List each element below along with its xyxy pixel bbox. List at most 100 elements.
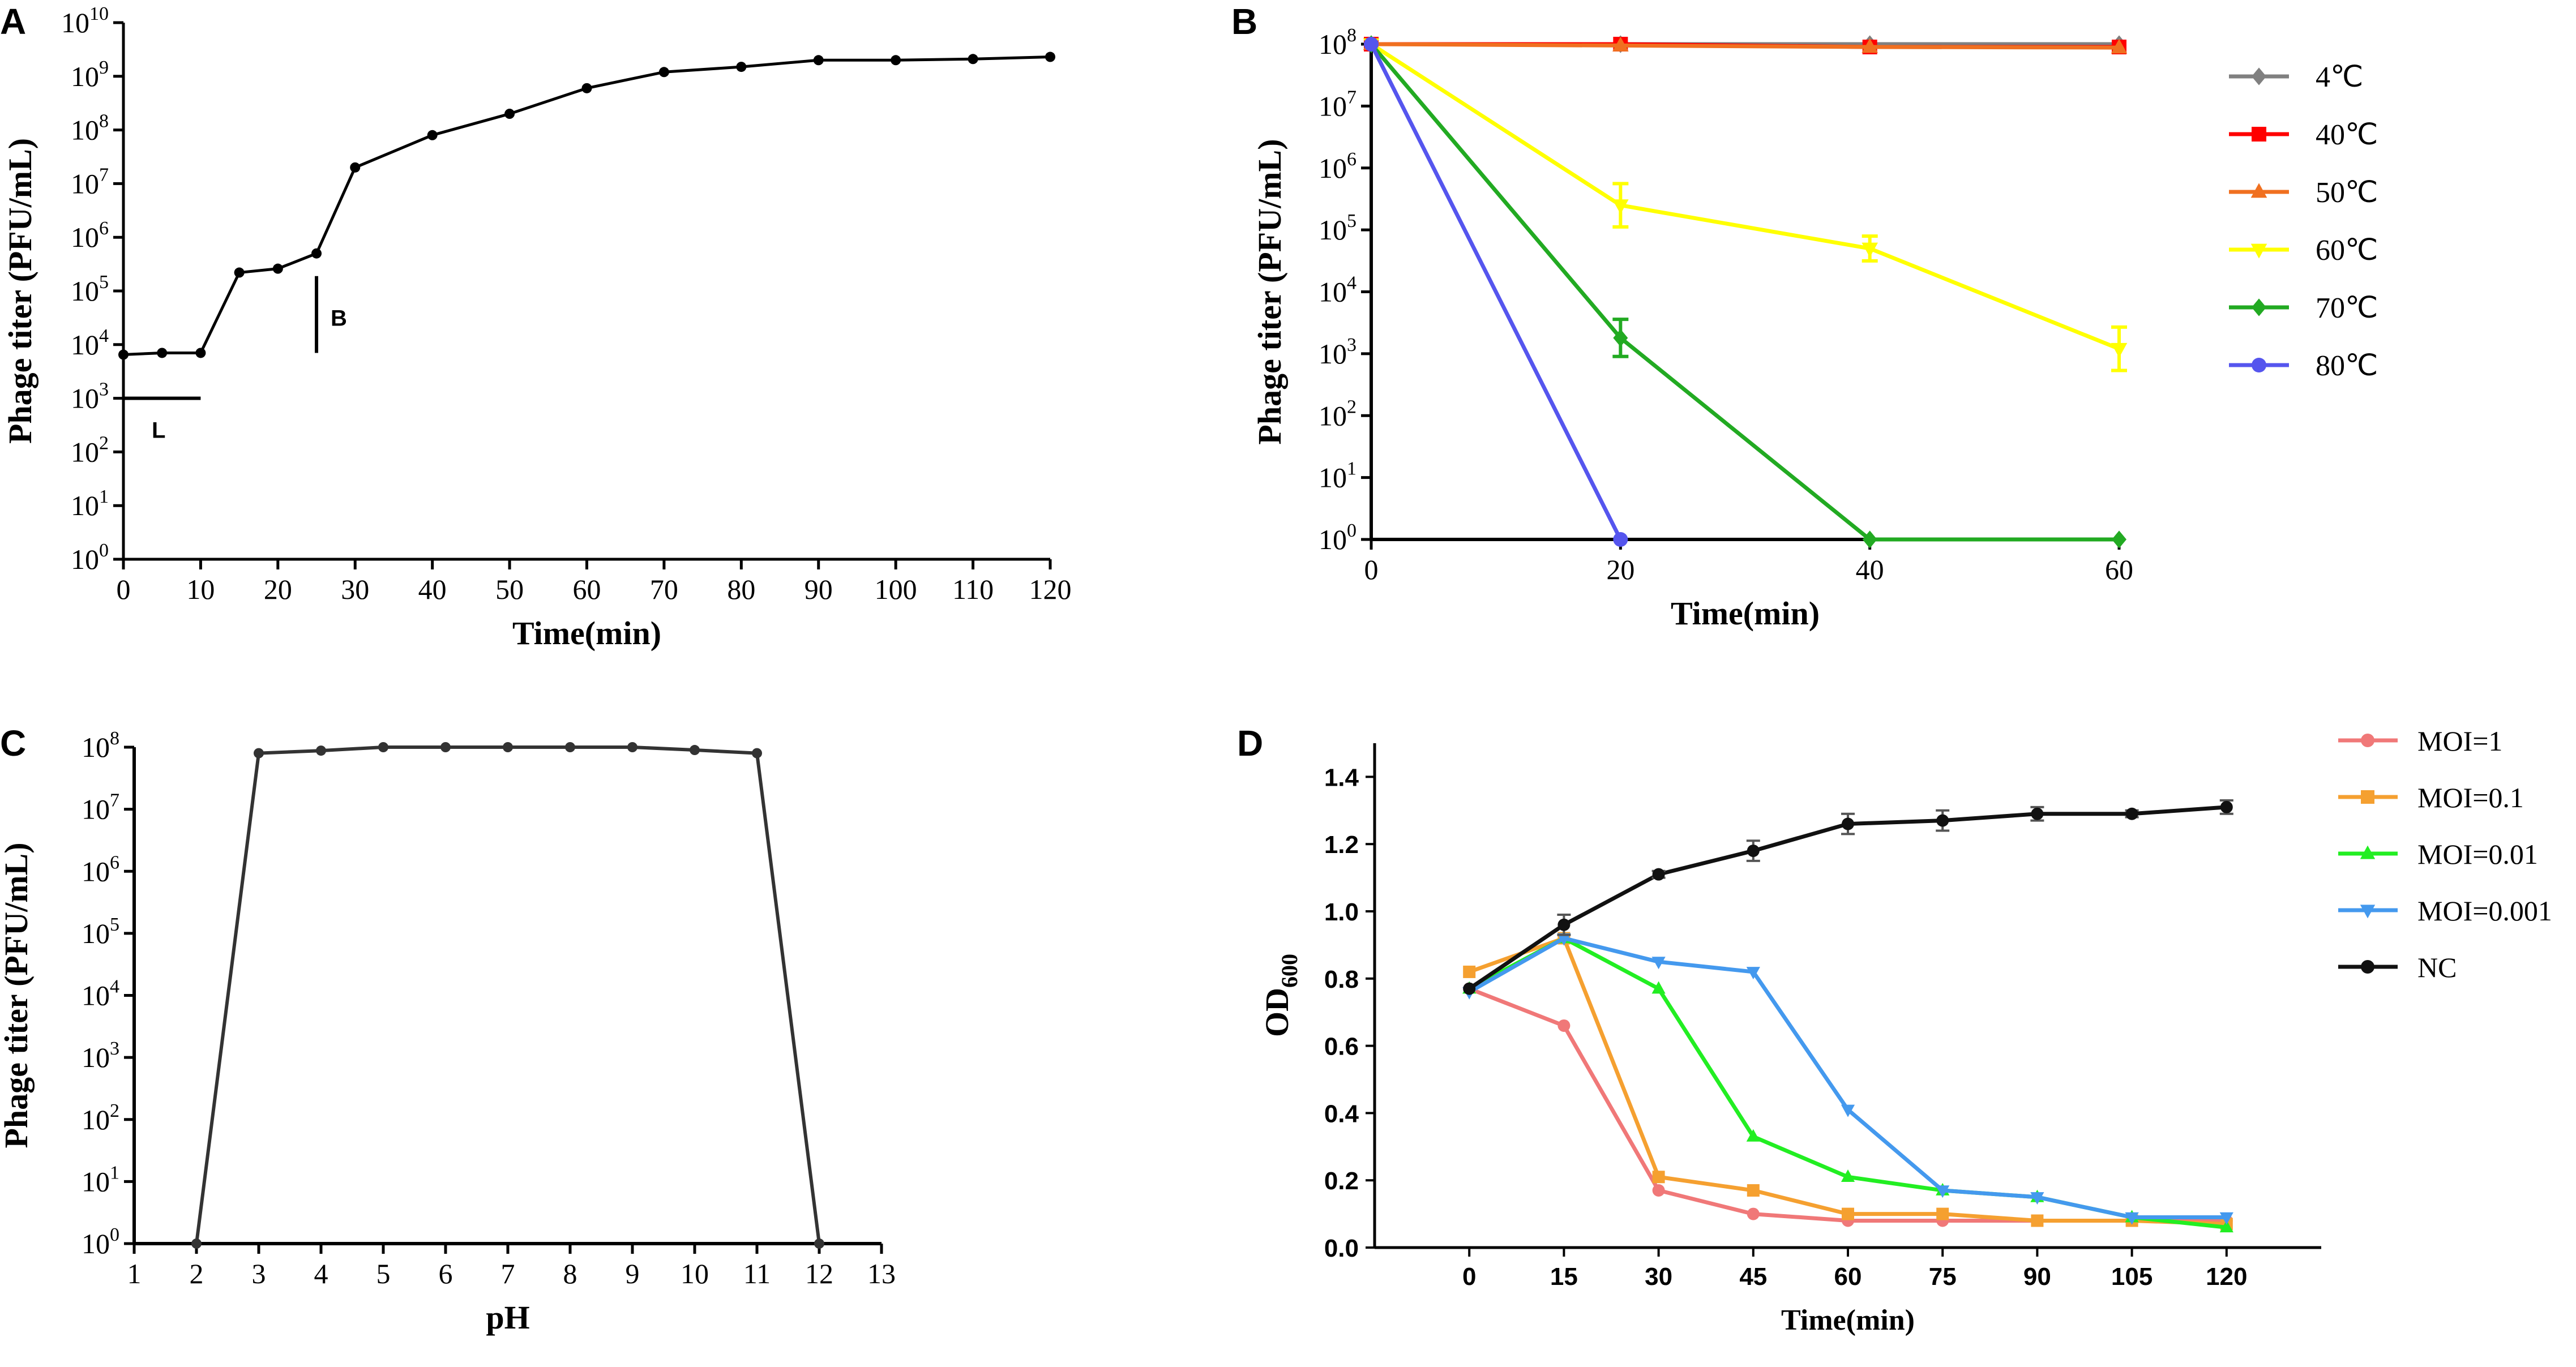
y-tick-label: 104	[82, 976, 119, 1012]
x-tick-label: 5	[376, 1258, 391, 1289]
data-point	[378, 742, 388, 752]
data-point	[1613, 329, 1628, 347]
x-tick-label: 6	[439, 1258, 453, 1289]
panel-d-chart: 0.0 0.2 0.4 0.6 0.8 1.0 1.2 1.4 0 15 30 45 60 75 90 105…	[1259, 725, 2552, 1336]
y-tick-label: 101	[82, 1162, 119, 1197]
x-tick-label: 120	[2206, 1263, 2247, 1291]
data-point	[1651, 981, 1666, 994]
data-point	[157, 348, 168, 358]
x-tick-label: 60	[573, 573, 601, 605]
data-point	[191, 1239, 202, 1249]
data-point	[1747, 845, 1760, 858]
legend-marker-4	[2252, 298, 2266, 316]
y-tick-label: 102	[1319, 396, 1357, 431]
y-tick-label: 1.4	[1324, 764, 1359, 791]
data-point	[1862, 38, 1878, 53]
legend-marker-3	[2250, 243, 2267, 259]
x-tick-label: 2	[190, 1258, 204, 1289]
x-tick-label: 70	[650, 573, 678, 605]
data-point	[1651, 957, 1666, 970]
y-tick-label: 0.4	[1324, 1100, 1359, 1128]
data-point	[316, 745, 326, 756]
x-tick-label: 40	[1856, 554, 1884, 585]
y-tick-label: 100	[1319, 520, 1357, 555]
data-point	[1612, 199, 1629, 215]
x-tick-label: 0	[1462, 1263, 1476, 1291]
legend-label-1: 40℃	[2316, 119, 2378, 151]
y-tick-label: 100	[71, 540, 109, 575]
y-tick-label: 1.0	[1324, 898, 1359, 926]
data-point	[1842, 817, 1854, 830]
series-line-0	[123, 55, 1051, 357]
y-tick-label: 106	[1319, 149, 1357, 184]
x-tick-label: 60	[2105, 554, 2133, 585]
x-tick-label: 50	[495, 573, 524, 605]
legend-marker-0	[2252, 67, 2266, 85]
data-point	[581, 83, 592, 93]
series-line-5	[1369, 43, 1623, 541]
x-tick-label: 30	[341, 573, 369, 605]
data-point	[1045, 52, 1055, 62]
panel-letter-d: D	[1237, 723, 1263, 764]
legend-label-5: 80℃	[2316, 350, 2378, 382]
y-axis-title: OD600	[1259, 954, 1302, 1037]
x-tick-label: 45	[1739, 1263, 1767, 1291]
y-tick-label: 108	[82, 728, 119, 763]
y-tick-label: 1.2	[1324, 831, 1359, 859]
x-tick-label: 12	[805, 1258, 833, 1289]
data-point	[1613, 532, 1628, 547]
series-line-4	[1370, 42, 2119, 542]
y-tick-label: 105	[1319, 211, 1357, 246]
data-point	[195, 348, 206, 358]
data-point	[1652, 1171, 1665, 1184]
legend-label-3: MOI=0.001	[2417, 895, 2552, 927]
series-line-3	[1370, 42, 2120, 351]
data-point	[1747, 1207, 1760, 1220]
data-point	[350, 162, 361, 173]
x-tick-label: 0	[1364, 554, 1379, 585]
legend-label-2: 50℃	[2316, 177, 2378, 209]
data-point	[814, 1239, 824, 1249]
y-tick-label: 102	[82, 1100, 119, 1135]
data-point	[254, 748, 264, 759]
y-tick-label: 103	[71, 379, 109, 414]
x-tick-label: 110	[952, 573, 994, 605]
y-axis-title: Phage titer (PFU/mL)	[0, 842, 35, 1148]
x-axis-title: Time(min)	[1671, 595, 1820, 632]
x-tick-label: 11	[743, 1258, 771, 1289]
data-point	[2219, 1212, 2233, 1225]
data-point	[2125, 807, 2138, 820]
y-tick-label: 103	[1319, 335, 1357, 370]
legend-marker-3	[2360, 905, 2376, 919]
data-point	[752, 748, 762, 759]
data-point	[440, 742, 451, 752]
data-point	[1746, 967, 1760, 980]
legend-label-4: 70℃	[2316, 292, 2378, 324]
y-tick-label: 104	[1319, 273, 1357, 308]
legend-marker-5	[2252, 358, 2266, 372]
data-point	[1557, 1019, 1571, 1032]
x-axis-title: Time(min)	[1781, 1304, 1915, 1336]
y-tick-label: 104	[71, 325, 109, 361]
x-tick-label: 30	[1645, 1263, 1672, 1291]
data-point	[658, 67, 669, 78]
data-point	[2112, 530, 2126, 548]
legend-marker-0	[2361, 734, 2374, 747]
data-point	[1652, 868, 1665, 881]
y-tick-label: 0.2	[1324, 1167, 1359, 1195]
x-tick-label: 0	[117, 573, 131, 605]
panel-letter-c: C	[0, 723, 26, 764]
panel-b-chart: 100 101 102 103 104 105 106 107 108 0 20 40 60 Time(m…	[1251, 25, 2378, 632]
data-point	[2220, 800, 2233, 813]
y-tick-label: 0.6	[1324, 1033, 1359, 1061]
y-tick-label: 1010	[61, 3, 109, 38]
legend-label-1: MOI=0.1	[2417, 782, 2524, 813]
data-point	[1557, 933, 1571, 946]
data-point	[891, 55, 901, 66]
data-point	[1936, 1185, 1950, 1198]
data-point	[118, 349, 129, 360]
y-tick-label: 109	[71, 57, 109, 92]
legend-label-0: MOI=1	[2417, 725, 2502, 757]
data-point	[234, 267, 245, 278]
